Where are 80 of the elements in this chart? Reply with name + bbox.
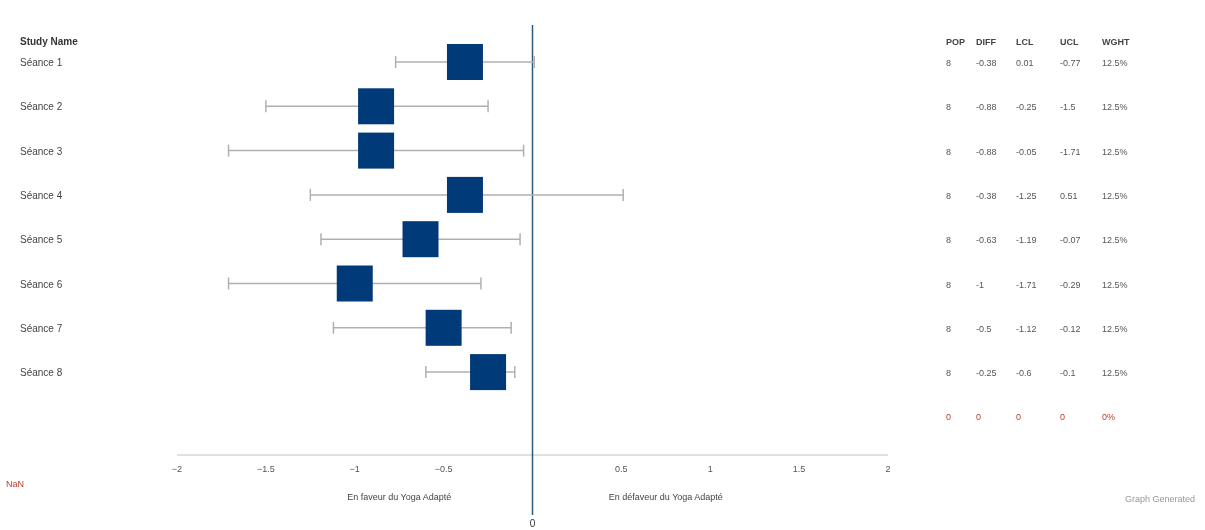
text: 0 — [976, 412, 982, 423]
x-tick-label: 1.5 — [792, 464, 806, 474]
text: -0.38 — [976, 190, 997, 201]
text: -1.71 — [1060, 146, 1081, 157]
text: 8 — [946, 146, 952, 157]
text: -0.88 — [976, 102, 997, 113]
text: -1.25 — [1016, 190, 1037, 201]
y-tick-label: Séance 3 — [20, 145, 63, 157]
x-tick-label: 1 — [707, 464, 713, 474]
text: -1.71 — [1016, 279, 1037, 290]
text: 8 — [946, 279, 952, 290]
text: 8 — [946, 58, 952, 68]
text: -0.1 — [1060, 368, 1076, 379]
y-tick-label: Séance 4 — [20, 189, 63, 201]
text: -0.38 — [976, 58, 997, 68]
text: -0.63 — [976, 235, 997, 246]
x-tick-label: −1.5 — [256, 464, 275, 474]
text: -1 — [976, 279, 985, 290]
text: 8 — [946, 190, 952, 201]
y-tick-label: Séance 7 — [20, 322, 63, 334]
category-label: DIFF — [976, 37, 997, 47]
point — [470, 354, 507, 391]
text: 12.5% — [1102, 190, 1128, 201]
text: 12.5% — [1102, 279, 1128, 290]
text: -0.5 — [976, 323, 992, 334]
text: -0.25 — [976, 368, 997, 379]
y-axis-title: Study Name — [20, 36, 79, 47]
text: -0.05 — [1016, 146, 1037, 157]
x-tick-label: 0.5 — [615, 464, 628, 474]
text: 12.5% — [1102, 58, 1128, 68]
text: 0 — [1016, 412, 1022, 423]
x-tick-label: −1 — [349, 464, 360, 474]
text: 8 — [946, 235, 952, 246]
text: -0.07 — [1060, 235, 1081, 246]
text: -1.19 — [1016, 235, 1037, 246]
text: -0.25 — [1016, 102, 1037, 113]
text: 0.51 — [1060, 190, 1078, 201]
text: 0.01 — [1016, 58, 1034, 68]
point — [358, 88, 395, 125]
point — [336, 265, 373, 302]
text: -0.6 — [1016, 368, 1032, 379]
text: 12.5% — [1102, 102, 1128, 113]
text: -0.88 — [976, 146, 997, 157]
category-label: UCL — [1060, 37, 1079, 47]
text: -0.29 — [1060, 279, 1081, 290]
text: En faveur du Yoga Adapté — [347, 492, 452, 502]
x-tick-label: 2 — [885, 464, 891, 474]
point — [446, 44, 483, 80]
text: 12.5% — [1102, 368, 1128, 379]
x-tick-label: −0.5 — [434, 464, 453, 474]
text: 0 — [1060, 412, 1066, 423]
y-tick-label: Séance 8 — [20, 367, 63, 379]
text: 8 — [946, 368, 952, 379]
text: -1.12 — [1016, 323, 1037, 334]
text: NaN — [6, 479, 25, 489]
text: 12.5% — [1102, 323, 1128, 334]
y-tick-label: Séance 6 — [20, 278, 63, 290]
point — [402, 221, 439, 258]
text: 12.5% — [1102, 146, 1128, 157]
text: -1.5 — [1060, 102, 1076, 113]
point — [358, 132, 395, 169]
point — [425, 309, 462, 346]
text: Graph Generated — [1124, 494, 1195, 504]
x-tick-label: −2 — [171, 464, 183, 474]
text: -0.77 — [1060, 58, 1081, 68]
category-label: LCL — [1016, 37, 1034, 47]
text: 0 — [946, 412, 952, 423]
text: 0% — [1102, 412, 1116, 423]
y-tick-label: Séance 2 — [20, 101, 63, 113]
text: En défaveur du Yoga Adapté — [608, 492, 723, 502]
y-tick-label: Séance 1 — [20, 57, 63, 68]
text: 8 — [946, 102, 952, 113]
y-tick-label: Séance 5 — [20, 234, 63, 246]
point — [446, 176, 483, 213]
category-label: POP — [946, 37, 966, 47]
ref-line-label: 0 — [529, 518, 536, 529]
text: -0.12 — [1060, 323, 1081, 334]
text: 12.5% — [1102, 235, 1128, 246]
category-label: WGHT — [1102, 37, 1130, 47]
text: 8 — [946, 323, 952, 334]
